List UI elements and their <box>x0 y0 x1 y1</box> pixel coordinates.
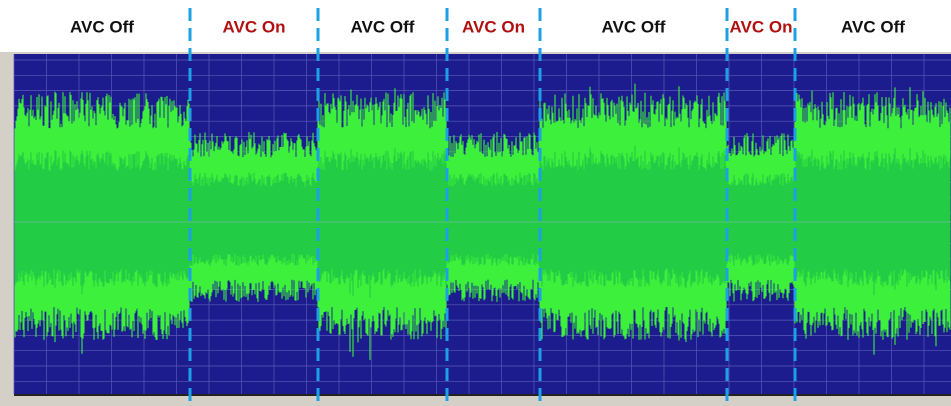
segment-label: AVC On <box>730 17 793 36</box>
segment-label: AVC Off <box>351 17 415 36</box>
segment-label: AVC Off <box>602 17 666 36</box>
dividers <box>188 8 797 402</box>
time-axis <box>0 394 951 406</box>
labels: AVC Off AVC On AVC Off AVC On AVC Off AVC On A… <box>70 17 905 36</box>
segment-label: AVC On <box>223 17 286 36</box>
segment-label: AVC Off <box>70 17 134 36</box>
waveform <box>14 83 951 360</box>
segment-label: AVC On <box>462 17 525 36</box>
segment-label: AVC Off <box>841 17 905 36</box>
